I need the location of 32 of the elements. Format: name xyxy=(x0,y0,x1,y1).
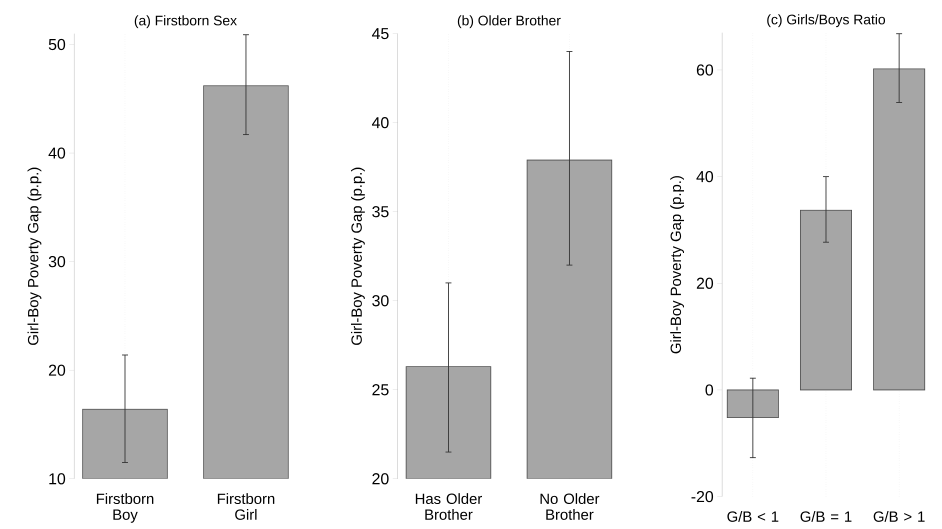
y-tick-label: 0 xyxy=(706,384,714,396)
y-axis-title: Girl-Boy Poverty Gap (p.p.) xyxy=(351,168,365,345)
y-tick-label: 30 xyxy=(48,256,66,268)
y-tick-label: 40 xyxy=(696,170,714,182)
x-tick-label: Firstborn Boy xyxy=(96,493,154,523)
chart-title: (b) Older Brother xyxy=(458,15,561,28)
bar xyxy=(726,389,779,418)
y-tick-label: 10 xyxy=(49,473,66,484)
y-tick-label: 25 xyxy=(372,384,389,396)
x-tick-label: Has Older Brother xyxy=(416,493,482,520)
y-tick-label: 20 xyxy=(696,278,714,289)
chart-title: (c) Girls/Boys Ratio xyxy=(767,14,886,28)
y-tick-label: 20 xyxy=(372,473,389,484)
y-tick-label: -20 xyxy=(692,490,714,502)
y-tick-label: 45 xyxy=(372,28,389,40)
y-tick-label: 20 xyxy=(48,364,66,376)
y-tick-label: 60 xyxy=(696,64,714,76)
y-tick-label: 40 xyxy=(372,116,389,128)
y-tick-label: 40 xyxy=(48,147,66,159)
y-axis-title: Girl-Boy Poverty Gap (p.p.) xyxy=(670,176,684,354)
y-tick-label: 30 xyxy=(372,295,389,306)
x-tick-label: G/B = 1 xyxy=(800,510,852,522)
x-tick-label: No Older Brother xyxy=(540,493,600,520)
bar xyxy=(800,210,852,390)
bar xyxy=(873,68,926,390)
x-tick-label: Firstborn Girl xyxy=(218,493,274,520)
chart-title: (a) Firstborn Sex xyxy=(134,15,237,28)
y-axis-title: Girl-Boy Poverty Gap (p.p.) xyxy=(28,168,42,345)
y-tick-label: 50 xyxy=(48,38,66,50)
x-tick-label: G/B < 1 xyxy=(727,510,778,522)
y-tick-label: 35 xyxy=(372,206,389,218)
x-tick-label: G/B > 1 xyxy=(874,510,925,522)
